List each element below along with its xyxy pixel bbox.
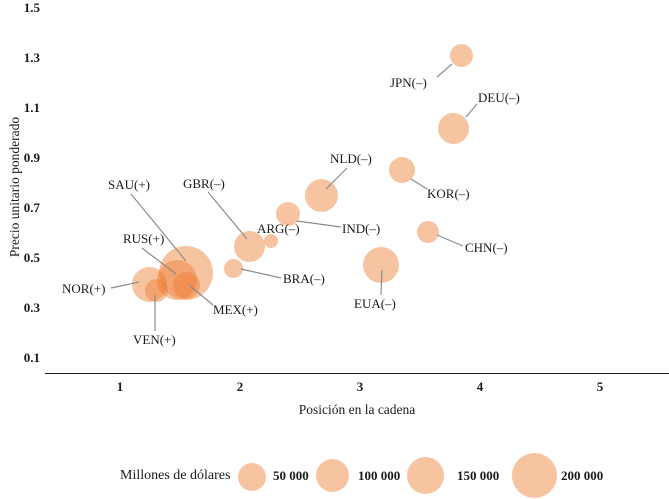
point-label-deu: DEU(–) — [478, 90, 520, 105]
leader-line-jpn — [436, 63, 453, 78]
point-label-nld: NLD(–) — [330, 151, 372, 166]
point-label-ind: IND(–) — [342, 221, 381, 236]
legend-value-2: 150 000 — [457, 468, 500, 483]
point-label-rus: RUS(+) — [123, 231, 165, 246]
legend-value-3: 200 000 — [561, 468, 604, 483]
bubble-bra — [223, 258, 243, 278]
point-label-nor: NOR(+) — [62, 281, 106, 296]
y-tick-label: 1.3 — [23, 50, 40, 65]
leader-line-chn — [436, 234, 464, 247]
bubble-eua — [363, 247, 399, 283]
bubble-jpn — [449, 43, 473, 67]
legend-value-1: 100 000 — [358, 468, 401, 483]
legend-bubble-2 — [406, 456, 444, 494]
x-tick-label: 4 — [476, 379, 484, 394]
bubble-deu — [437, 112, 469, 144]
bubble-chn — [417, 221, 439, 243]
point-label-sau: SAU(+) — [108, 177, 150, 192]
point-label-eua: EUA(–) — [354, 296, 396, 311]
leader-line-ind — [296, 220, 342, 228]
legend-bubble-0 — [238, 463, 266, 491]
y-tick-label: 0.5 — [23, 250, 40, 265]
bubble-ven — [144, 278, 168, 302]
legend-title: Millones de dólares — [120, 468, 231, 483]
leader-line-kor — [410, 178, 428, 190]
bubble-kor — [389, 157, 415, 183]
leader-line-deu — [465, 103, 478, 118]
x-tick-label: 1 — [116, 379, 124, 394]
bubble-arg — [264, 234, 278, 248]
x-tick-label: 3 — [356, 379, 364, 394]
x-tick-label: 5 — [596, 379, 604, 394]
x-axis-title: Posición en la cadena — [298, 402, 416, 417]
x-axis-line — [45, 373, 669, 375]
legend-bubble-1 — [315, 458, 349, 492]
point-label-bra: BRA(–) — [283, 271, 325, 286]
legend-bubble-3 — [511, 452, 557, 498]
y-tick-label: 0.9 — [23, 150, 40, 165]
y-tick-label: 0.1 — [23, 350, 40, 365]
bubble-mex — [172, 271, 200, 299]
point-label-jpn: JPN(–) — [390, 75, 427, 90]
legend-value-0: 50 000 — [273, 468, 309, 483]
y-tick-label: 0.3 — [23, 300, 40, 315]
y-tick-label: 1.1 — [23, 100, 40, 115]
point-label-chn: CHN(–) — [465, 240, 508, 255]
y-tick-label: 0.7 — [23, 200, 40, 215]
point-label-ven: VEN(+) — [133, 332, 176, 347]
bubble-nld — [304, 178, 338, 212]
point-label-kor: KOR(–) — [427, 186, 470, 201]
point-label-mex: MEX(+) — [213, 302, 258, 317]
point-label-arg: ARG(–) — [257, 221, 300, 236]
x-tick-label: 2 — [236, 379, 244, 394]
y-tick-label: 1.5 — [23, 0, 40, 15]
leader-line-bra — [240, 268, 282, 279]
bubble-ind — [276, 202, 300, 226]
y-axis-title: Precio unitario ponderado — [7, 116, 22, 258]
point-label-gbr: GBR(–) — [183, 176, 225, 191]
